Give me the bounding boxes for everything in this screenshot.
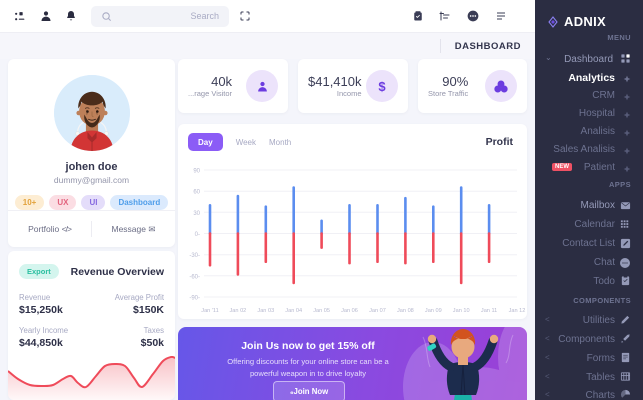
- svg-text:-60-: -60-: [189, 274, 200, 280]
- svg-text:Jan 11: Jan 11: [481, 308, 497, 314]
- svg-text:Jan 08: Jan 08: [397, 308, 414, 314]
- svg-text:Jan 09: Jan 09: [425, 308, 442, 314]
- svg-text:Jan '11: Jan '11: [201, 308, 218, 314]
- svg-text:-30-: -30-: [189, 253, 200, 259]
- svg-text:Jan 03: Jan 03: [257, 308, 274, 314]
- svg-text:Jan 02: Jan 02: [230, 308, 247, 314]
- svg-text:30: 30: [193, 211, 200, 217]
- svg-text:Jan 07: Jan 07: [369, 308, 386, 314]
- svg-text:-90-: -90-: [189, 296, 200, 302]
- svg-text:Jan 06: Jan 06: [341, 308, 358, 314]
- svg-text:Jan 10: Jan 10: [453, 308, 470, 314]
- svg-text:0-: 0-: [195, 232, 200, 238]
- svg-text:90: 90: [193, 169, 200, 175]
- svg-text:Jan 04: Jan 04: [285, 308, 302, 314]
- svg-text:Jan 05: Jan 05: [313, 308, 330, 314]
- svg-text:Jan 12: Jan 12: [509, 308, 526, 314]
- svg-text:60: 60: [193, 190, 200, 196]
